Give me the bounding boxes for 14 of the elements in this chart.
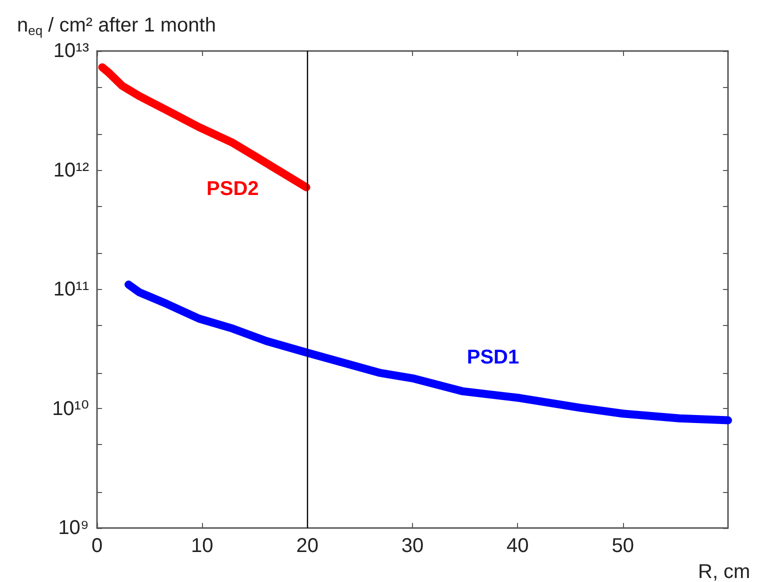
y-tick-label: 10¹⁰: [52, 398, 89, 420]
x-tick-label: 20: [296, 535, 318, 557]
y-tick-label: 10¹³: [53, 40, 90, 62]
x-tick-label: 40: [506, 535, 529, 557]
x-axis-title: R, cm: [698, 561, 750, 582]
y-tick-label: 10¹¹: [53, 278, 90, 300]
y-tick-label: 10¹²: [53, 159, 90, 182]
series-label: PSD1: [466, 346, 520, 368]
series-label: PSD2: [206, 178, 259, 200]
x-tick-label: 0: [91, 535, 103, 557]
y-tick-label: 10⁹: [58, 517, 89, 539]
x-tick-label: 30: [401, 535, 424, 557]
x-tick-label: 50: [612, 535, 634, 557]
x-tick-label: 10: [191, 535, 214, 557]
